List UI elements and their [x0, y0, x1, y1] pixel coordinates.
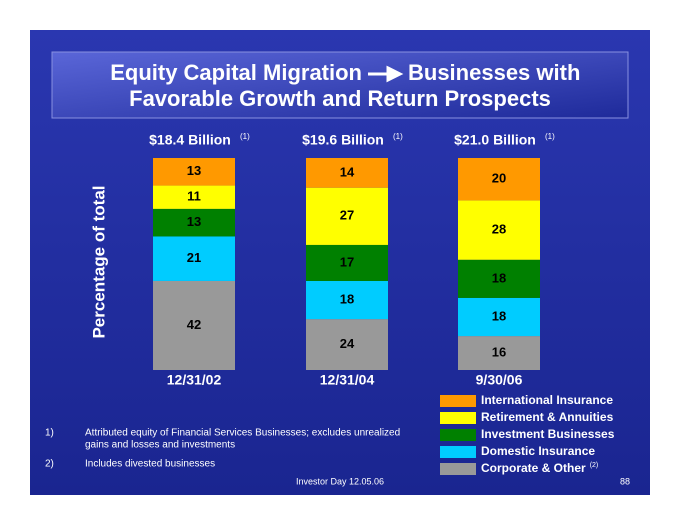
bar-segment [458, 200, 540, 260]
bar-total: $18.4 Billion [149, 132, 231, 148]
x-tick-label: 12/31/04 [320, 372, 375, 388]
bar-segment [458, 297, 540, 337]
total-note: (1) [240, 132, 250, 141]
legend-swatch [440, 463, 476, 475]
x-tick-label: 12/31/02 [167, 372, 222, 388]
legend-label: Retirement & Annuities [481, 410, 614, 424]
bar-segment [153, 185, 235, 209]
data-label: 24 [340, 336, 355, 351]
data-label: 28 [492, 222, 506, 237]
data-label: 13 [187, 163, 201, 178]
title-arrow [368, 65, 404, 83]
x-tick-label: 9/30/06 [476, 372, 523, 388]
bar-segment [306, 158, 388, 188]
data-label: 13 [187, 214, 201, 229]
data-label: 18 [492, 270, 506, 285]
bar-segment [153, 236, 235, 281]
legend-note: (2) [590, 462, 599, 469]
bar-segment [306, 319, 388, 370]
legend-swatch [440, 412, 476, 424]
legend-swatch [440, 446, 476, 458]
title: Equity Capital Migration Businesses with… [110, 60, 580, 111]
bar-segment [306, 280, 388, 320]
bar-segment [458, 336, 540, 370]
bar-segment [153, 280, 235, 370]
data-label: 20 [492, 171, 506, 186]
footer: Investor Day 12.05.06 [296, 476, 384, 486]
total-note: (1) [393, 132, 403, 141]
data-label: 18 [340, 291, 354, 306]
bar-segment [306, 244, 388, 281]
data-label: 11 [187, 189, 201, 204]
bar-segment [458, 158, 540, 201]
data-label: 27 [340, 208, 354, 223]
footnote-marker: 1) [45, 428, 54, 439]
title-line: Equity Capital Migration [110, 60, 362, 85]
y-axis-label: Percentage of total [89, 185, 108, 338]
legend-swatch [440, 395, 476, 407]
footnote-text: Attributed equity of Financial Services … [85, 428, 400, 439]
legend-swatch [440, 429, 476, 441]
title-box [51, 51, 629, 119]
data-label: 21 [187, 250, 201, 265]
footnote-marker: 2) [45, 459, 54, 470]
total-note: (1) [545, 132, 555, 141]
bar-segment [458, 259, 540, 298]
page-number: 88 [620, 476, 630, 486]
legend-label: Domestic Insurance [481, 444, 595, 458]
footnote-text: Includes divested businesses [85, 459, 215, 470]
bar-segment [153, 158, 235, 186]
bar-segment [306, 187, 388, 245]
bar-segment [153, 208, 235, 237]
data-label: 17 [340, 254, 354, 269]
legend-label: Investment Businesses [481, 427, 615, 441]
title-line: Businesses with [408, 60, 580, 85]
data-label: 18 [492, 308, 506, 323]
data-label: 16 [492, 344, 506, 359]
legend-label: Corporate & Other [481, 461, 586, 475]
footnote-text: gains and losses and investments [85, 440, 235, 451]
data-label: 14 [340, 164, 355, 179]
data-label: 42 [187, 317, 201, 332]
legend-label: International Insurance [481, 393, 613, 407]
bar-total: $19.6 Billion [302, 132, 384, 148]
title-line: Favorable Growth and Return Prospects [129, 86, 551, 111]
bar-total: $21.0 Billion [454, 132, 536, 148]
